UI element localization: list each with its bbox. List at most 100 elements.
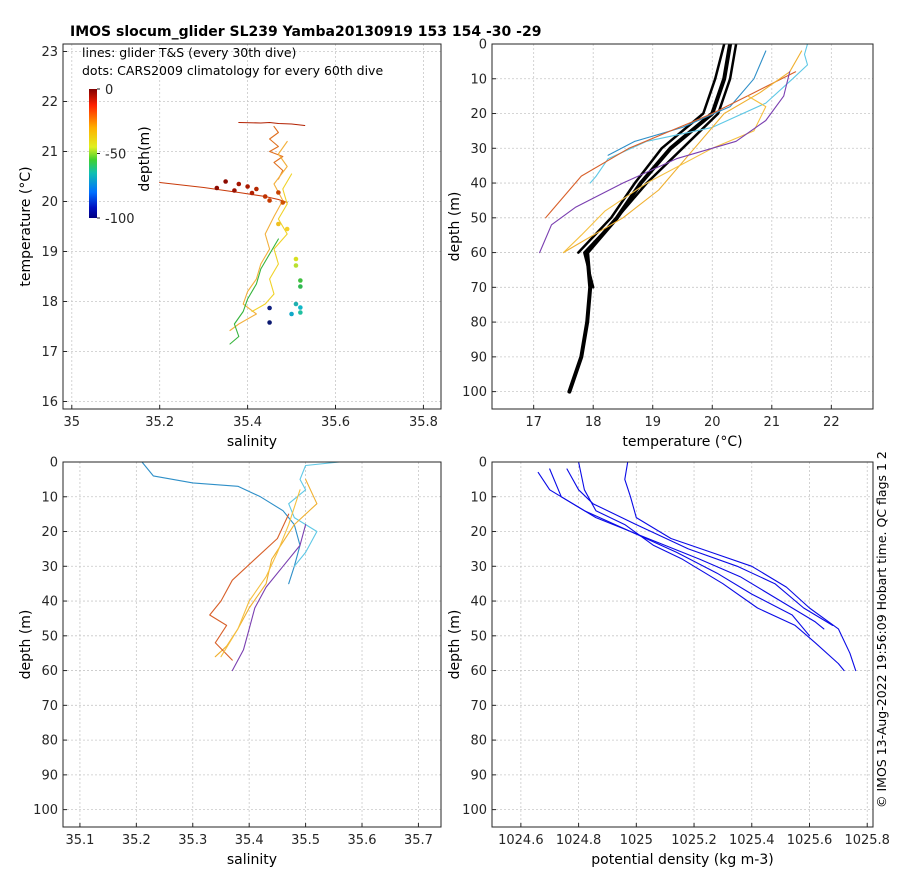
series-line-8 [539,71,791,254]
y-tick-label: 70 [41,699,58,714]
climatology-dot [298,310,303,315]
y-tick-label: 60 [41,664,58,679]
climatology-dot [249,190,255,196]
y-tick-label: 16 [41,395,58,410]
side-credit: © IMOS 13-Aug-2022 19:56:09 Hobart time.… [874,451,889,808]
panel-sal: 35.1 35.2 35.3 35.4 35.5 35.6 35.7 0 10 20 30 40 50 6… [18,456,442,868]
annotation-text: lines: glider T&S (every 30th dive) [82,45,296,60]
x-tick-label: 1024.8 [556,833,602,848]
climatology-dot [262,194,268,199]
panel-temp: 17 18 19 20 21 22 0 10 20 30 40 50 60 70 80 90 100 temper… [447,38,874,450]
climatology-dot [267,320,272,325]
y-tick-label: 20 [41,195,58,210]
series-line-6 [220,489,301,658]
climatology-dot [223,179,228,184]
series-line-6 [562,50,803,254]
colorbar-tick-label: -100 [105,212,135,227]
x-tick-label: 35 [64,415,81,430]
y-tick-label: 21 [41,145,58,160]
y-tick-label: 20 [41,525,58,540]
y-tick-label: 23 [41,45,58,60]
climatology-dot [298,284,303,289]
panels: 35 35.2 35.4 35.6 35.8 16 17 18 19 20 21 22 23 salini… [18,38,890,869]
x-tick-label: 35.3 [178,833,207,848]
series-line-3 [229,140,288,332]
y-axis-label: temperature (°C) [18,166,34,286]
y-tick-label: 19 [41,245,58,260]
y-tick-label: 20 [470,107,487,122]
y-tick-label: 20 [470,525,487,540]
y-tick-label: 10 [470,490,487,505]
x-tick-label: 18 [585,415,602,430]
climatology-dot [280,200,286,205]
plot-area [539,44,809,394]
x-tick-label: 1025.8 [844,833,890,848]
colorbar-tick-label: -50 [105,148,126,163]
axes-frame [62,43,442,410]
series-line-4 [607,50,767,156]
axes-frame [491,43,874,410]
series-line-0 [554,462,845,672]
x-tick-label: 35.8 [409,415,438,430]
climatology-dot [293,301,299,307]
y-tick-label: 30 [41,560,58,575]
y-tick-label: 90 [470,350,487,365]
plot-area [141,462,340,672]
y-tick-label: 30 [470,142,487,157]
climatology-dot [298,278,303,283]
x-axis-label: potential density (kg m-3) [591,852,773,868]
y-tick-label: 22 [41,95,58,110]
y-tick-label: 100 [462,385,487,400]
climatology-dot [293,263,299,268]
series-line-3 [589,44,809,184]
series-line-5 [545,71,797,219]
x-tick-label: 1025 [620,833,653,848]
climatology-dot [214,185,220,191]
y-tick-label: 60 [470,664,487,679]
x-tick-label: 35.1 [65,833,94,848]
x-tick-label: 35.5 [291,833,320,848]
y-tick-label: 70 [470,281,487,296]
y-axis-label: depth (m) [447,610,463,680]
series-line-4 [209,513,290,661]
x-tick-label: 35.4 [235,833,264,848]
series-line-1 [606,462,857,672]
x-tick-label: 35.2 [122,833,151,848]
x-axis-label: temperature (°C) [622,434,742,450]
series-line-2 [577,44,726,254]
series-line-2 [288,462,340,567]
series-line-2 [566,468,834,626]
y-tick-label: 40 [470,595,487,610]
colorbar-label: depth(m) [137,126,153,191]
x-tick-label: 35.6 [348,833,377,848]
axes-frame [491,461,874,828]
series-line-1 [583,44,738,289]
figure-title: IMOS slocum_glider SL239 Yamba20130919 1… [70,24,541,40]
series-line-4 [251,173,293,313]
x-tick-label: 1025.2 [671,833,717,848]
series-line-5 [231,524,307,672]
y-tick-label: 80 [470,316,487,331]
series-line-7 [562,95,767,254]
y-tick-label: 0 [479,456,487,471]
y-tick-label: 50 [470,211,487,226]
climatology-dot [267,305,272,311]
annotation-text: dots: CARS2009 climatology for every 60t… [82,63,383,78]
climatology-dot [298,305,303,310]
series-line-2 [269,125,284,180]
y-tick-label: 70 [470,699,487,714]
x-tick-label: 35.6 [321,415,350,430]
y-tick-label: 40 [470,177,487,192]
y-tick-label: 30 [470,560,487,575]
x-axis-label: salinity [227,852,277,868]
y-tick-label: 100 [462,803,487,818]
y-tick-label: 10 [470,72,487,87]
climatology-dot [289,311,294,317]
y-tick-label: 90 [470,768,487,783]
series-line-5 [229,238,279,345]
x-tick-label: 1025.4 [729,833,775,848]
climatology-dot [276,190,281,195]
y-tick-label: 60 [470,246,487,261]
x-tick-label: 1025.6 [787,833,833,848]
